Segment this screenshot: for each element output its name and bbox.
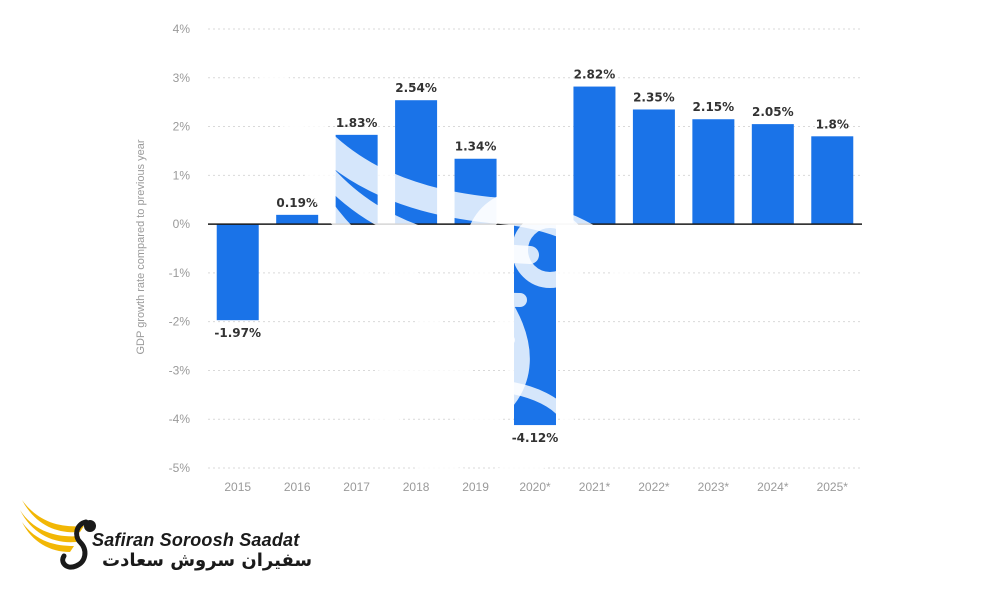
data-label: 1.8%: [816, 117, 849, 131]
bars: [216, 86, 854, 426]
x-tick-label: 2017: [343, 480, 370, 494]
bird-logo-icon: [20, 500, 96, 570]
y-tick-label: -3%: [169, 363, 191, 377]
bar: [811, 136, 854, 225]
data-label: -1.97%: [214, 326, 261, 340]
x-tick-label: 2020*: [519, 480, 551, 494]
x-tick-label: 2023*: [698, 480, 730, 494]
y-tick-label: 0%: [173, 217, 191, 231]
y-tick-label: 1%: [173, 168, 191, 182]
bar: [454, 158, 497, 225]
bar: [692, 119, 735, 225]
y-axis-label: GDP growth rate compared to previous yea…: [135, 139, 147, 354]
x-tick-label: 2018: [403, 480, 430, 494]
x-tick-label: 2019: [462, 480, 489, 494]
y-tick-label: 4%: [173, 22, 191, 36]
y-tick-label: -1%: [169, 266, 191, 280]
brand-name-english: Safiran Soroosh Saadat: [92, 530, 300, 550]
bar: [632, 109, 675, 225]
y-tick-label: -5%: [169, 461, 191, 475]
brand-logo: Safiran Soroosh Saadat سفیران سروش سعادت: [18, 492, 318, 592]
data-label: 2.54%: [395, 81, 437, 95]
data-label: 1.83%: [336, 116, 378, 130]
bar: [335, 134, 378, 225]
y-tick-label: 2%: [173, 120, 191, 134]
data-label: 0.19%: [276, 196, 318, 210]
bar: [573, 86, 616, 225]
x-tick-label: 2024*: [757, 480, 789, 494]
x-tick-label: 2016: [284, 480, 311, 494]
bar: [276, 214, 319, 225]
y-tick-labels: 4% 3% 2% 1% 0% -1% -2% -3% -4% -5%: [169, 22, 191, 475]
bar: [395, 100, 438, 225]
x-tick-label: 2025*: [817, 480, 849, 494]
data-label: -4.12%: [512, 431, 559, 445]
data-label: 2.05%: [752, 105, 794, 119]
x-tick-label: 2021*: [579, 480, 611, 494]
brand-name-persian: سفیران سروش سعادت: [102, 550, 313, 571]
bar: [514, 224, 556, 426]
x-tick-label: 2015: [224, 480, 251, 494]
x-tick-labels: 2015 2016 2017 2018 2019 2020* 2021* 2022* 2023*…: [224, 480, 848, 494]
y-tick-label: -4%: [169, 412, 191, 426]
y-tick-label: -2%: [169, 315, 191, 329]
x-tick-label: 2022*: [638, 480, 670, 494]
data-label: 2.15%: [693, 100, 735, 114]
bar: [216, 224, 259, 321]
bar: [751, 124, 794, 225]
y-tick-label: 3%: [173, 71, 191, 85]
data-label: 2.35%: [633, 90, 675, 104]
data-label: 1.34%: [455, 140, 497, 154]
data-label: 2.82%: [574, 68, 616, 82]
